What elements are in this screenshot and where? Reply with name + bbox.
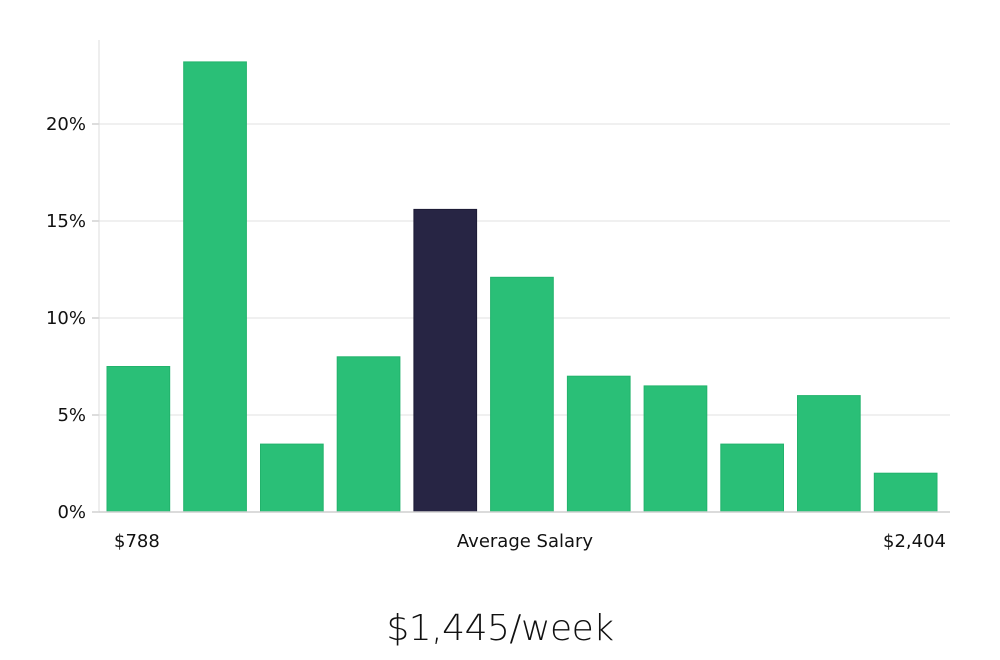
x-label-max: $2,404 xyxy=(883,531,946,552)
y-tick-label: 10% xyxy=(46,308,86,329)
bar xyxy=(260,443,324,513)
bars xyxy=(106,61,938,513)
bar xyxy=(336,356,401,513)
y-tick-label: 5% xyxy=(57,405,86,426)
x-label-average: Average Salary xyxy=(457,531,594,552)
y-tick-label: 0% xyxy=(57,502,86,523)
bar-average-salary xyxy=(413,208,478,513)
bar xyxy=(720,443,784,513)
bar xyxy=(106,366,171,513)
bar xyxy=(797,395,861,513)
y-tick-label: 20% xyxy=(46,114,86,135)
bar xyxy=(566,375,631,513)
average-weekly-salary: $1,445/week xyxy=(386,608,614,649)
bar xyxy=(490,276,554,513)
bar xyxy=(873,472,938,513)
y-axis-ticks: 0% 5% 10% 15% 20% xyxy=(46,114,99,523)
bar xyxy=(183,61,247,513)
x-label-min: $788 xyxy=(114,531,160,552)
salary-histogram: 0% 5% 10% 15% 20% $788 Average Salary $2,404 xyxy=(46,40,950,552)
y-tick-label: 15% xyxy=(46,211,86,232)
bar xyxy=(643,385,708,513)
